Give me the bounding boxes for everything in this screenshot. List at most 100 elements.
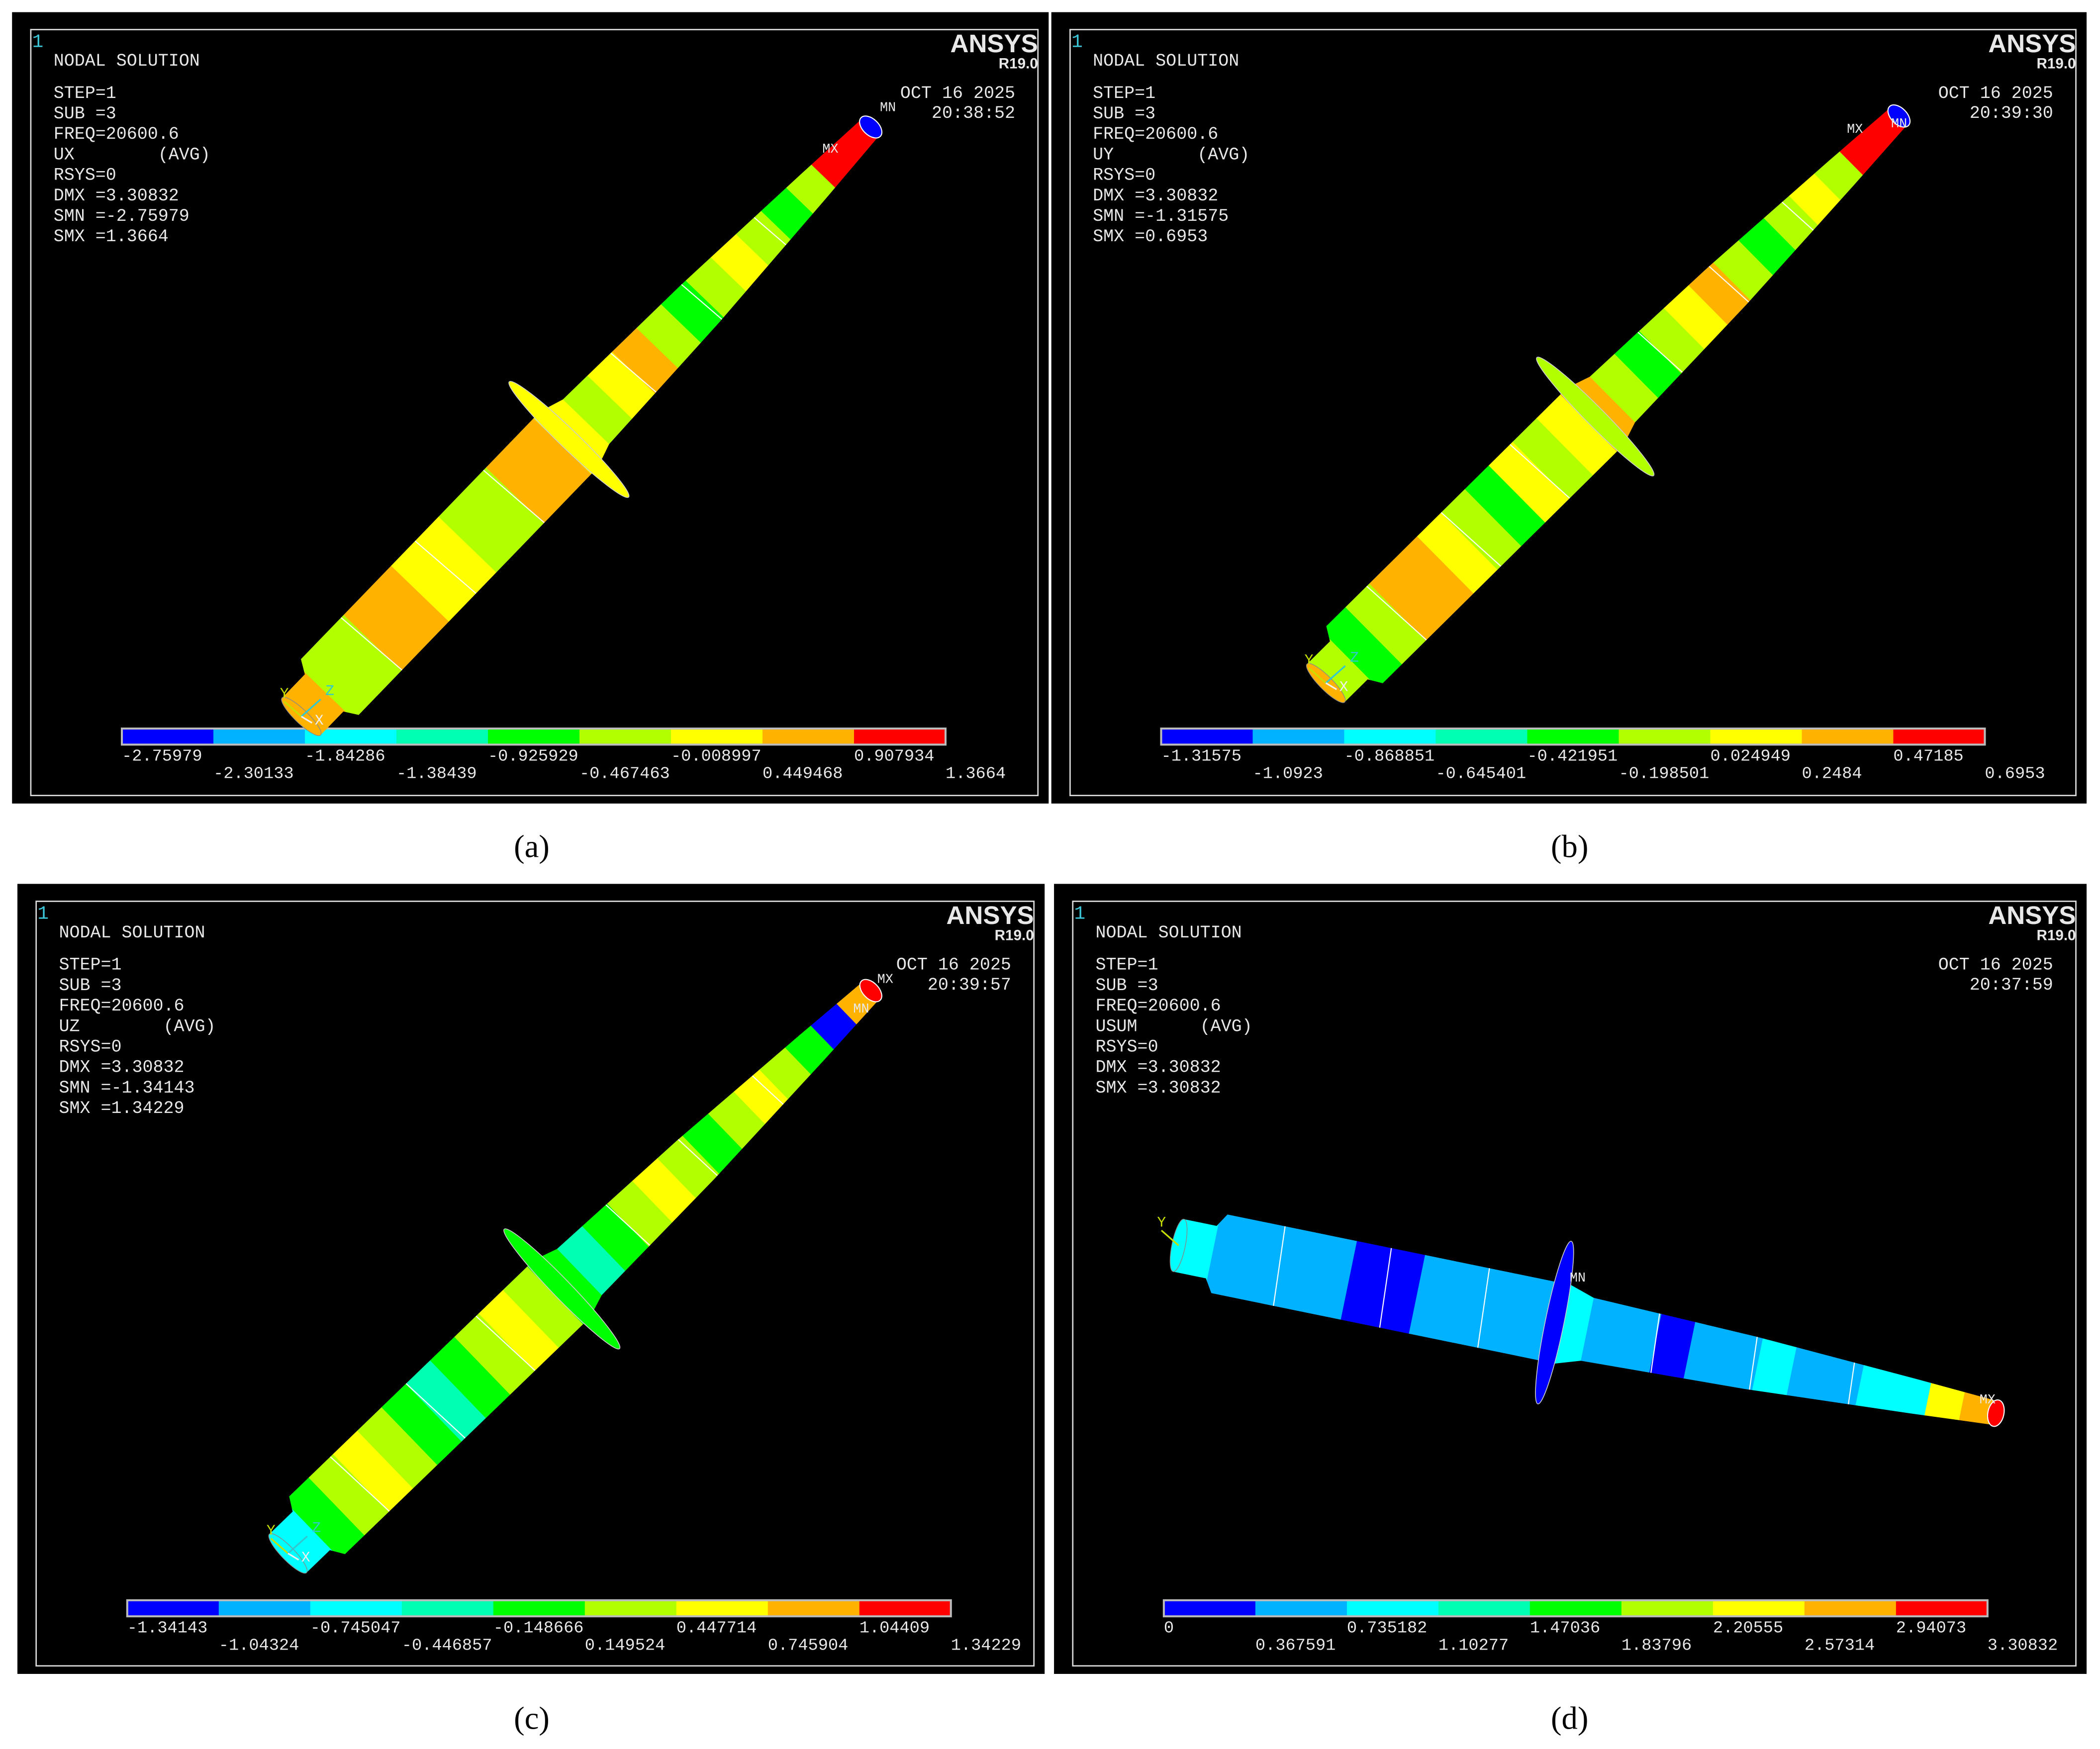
legend-swatch [767, 1600, 860, 1617]
contour-band [429, 482, 530, 582]
contour-band [310, 605, 412, 705]
element-edge [471, 1311, 541, 1376]
info-line: UX (AVG) [54, 145, 210, 165]
legend-label: -1.0923 [1252, 765, 1323, 784]
date: OCT 16 2025 [900, 84, 1015, 103]
contour-band [1576, 1277, 1633, 1389]
flange [1535, 1241, 1574, 1404]
legend-swatch [1163, 1600, 1256, 1617]
contour-band [1202, 1206, 1258, 1312]
legend-swatch [584, 1600, 677, 1617]
viewport-frame [1069, 29, 2077, 796]
tip-cap [1887, 104, 1911, 128]
contour-band [286, 630, 388, 730]
legend-label: 0.449468 [763, 765, 843, 784]
flange [508, 381, 630, 498]
legend-swatch [1710, 729, 1803, 745]
triad-axis [1325, 665, 1346, 684]
contour-band [1406, 1242, 1463, 1354]
legend-label: -0.868851 [1344, 747, 1434, 766]
plot-title: NODAL SOLUTION [59, 923, 205, 943]
legend-swatch [1619, 729, 1711, 745]
legend-label: 1.83796 [1622, 1637, 1692, 1656]
legend-label: -1.04324 [219, 1637, 299, 1656]
legend-swatch [1713, 1600, 1805, 1617]
contour-band [1503, 408, 1603, 509]
legend-swatch [1161, 729, 1253, 745]
legend-label: 1.47036 [1530, 1619, 1600, 1638]
info-line: USUM (AVG) [1096, 1016, 1252, 1036]
info-line: SUB =3 [1093, 104, 1155, 124]
triad-axis [300, 699, 321, 717]
legend-swatch [1896, 1600, 1988, 1617]
triad-label: Y [280, 685, 289, 702]
info-line: UZ (AVG) [59, 1016, 215, 1036]
plot-title: NODAL SOLUTION [1096, 923, 1242, 943]
triad-axis [301, 716, 313, 724]
brand-logo: ANSYS [951, 29, 1038, 58]
info-line: SUB =3 [1096, 976, 1158, 996]
info-line: SMX =0.6953 [1093, 227, 1208, 247]
contour-band [358, 556, 459, 656]
contour-band [469, 1280, 569, 1381]
legend-label: -0.446857 [402, 1637, 492, 1656]
info-line: SMN =-1.31575 [1093, 206, 1229, 226]
contour-band [1479, 432, 1579, 532]
max-marker: MX [877, 973, 893, 988]
contour-band [1270, 1214, 1327, 1326]
info-line: DMX =3.30832 [1093, 186, 1218, 206]
info-line: SUB =3 [54, 104, 116, 124]
legend-swatch [122, 729, 214, 745]
min-marker: MN [1570, 1271, 1586, 1286]
legend-swatch [854, 729, 946, 745]
triad-axis [1160, 1229, 1179, 1246]
legend-swatch [859, 1600, 952, 1617]
contour-band [1440, 1249, 1497, 1361]
flange [503, 1228, 621, 1350]
legend-label: -1.34143 [127, 1619, 208, 1638]
contour-band [348, 1397, 447, 1498]
min-marker: MN [1891, 117, 1907, 132]
legend-frame [126, 1599, 952, 1618]
contour-band [1455, 455, 1555, 556]
info-line: SMN =-2.75979 [54, 206, 190, 226]
info-line: STEP=1 [1096, 955, 1158, 975]
version: R19.0 [2037, 927, 2076, 943]
triad-label: X [1339, 679, 1348, 696]
element-edge [1435, 507, 1507, 571]
info-line: STEP=1 [54, 84, 116, 103]
info-line: FREQ=20600.6 [54, 124, 179, 144]
legend-label: -2.30133 [213, 765, 294, 784]
tip-cap [1987, 1399, 2005, 1427]
triad-axis [287, 1535, 308, 1554]
legend-swatch [493, 1600, 585, 1617]
element-edge [1476, 1261, 1491, 1355]
info-line: RSYS=0 [54, 166, 116, 185]
triad-axis [287, 1553, 299, 1561]
max-marker: MX [1847, 122, 1863, 137]
legend-swatch [1252, 729, 1345, 745]
legend-frame [1160, 727, 1986, 746]
caption: (d) [1551, 1700, 1588, 1736]
tip-cap [859, 115, 883, 139]
legend-frame [121, 727, 947, 746]
legend-label: -0.745047 [310, 1619, 401, 1638]
legend-label: -0.467463 [579, 765, 670, 784]
contour-band [1508, 1263, 1565, 1375]
info-line: STEP=1 [1093, 84, 1155, 103]
time: 20:39:57 [928, 975, 1011, 995]
version: R19.0 [2037, 56, 2076, 72]
legend-swatch [676, 1600, 768, 1617]
info-line: SMX =1.34229 [59, 1099, 184, 1118]
element-edge [1361, 581, 1432, 645]
max-marker: MX [822, 142, 838, 157]
legend-label: 0.447714 [676, 1619, 757, 1638]
contour-band [493, 1256, 593, 1358]
window-number: 1 [1071, 32, 1083, 53]
legend-label: 0.6953 [1985, 765, 2045, 784]
viewport-frame [35, 901, 1035, 1667]
triad-label: Y [1305, 652, 1314, 669]
plot-title: NODAL SOLUTION [54, 51, 200, 71]
legend-label: -1.38439 [396, 765, 477, 784]
